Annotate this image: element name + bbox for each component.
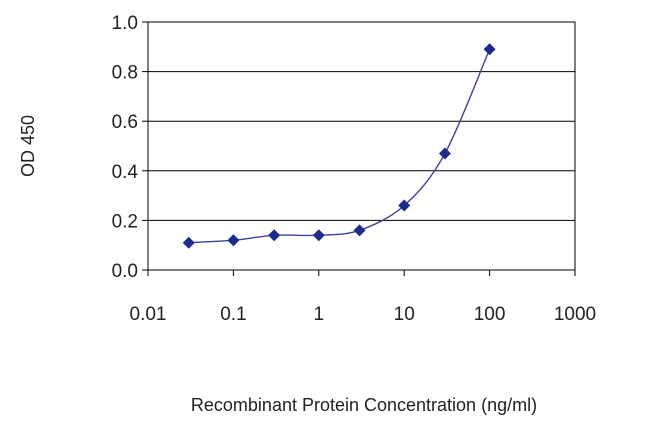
- grid-lines: [148, 71, 575, 221]
- plot-area: [147, 21, 576, 271]
- x-axis-ticks: 0.01 0.1 1 10 100 1000: [130, 270, 596, 325]
- y-tick-label: 0.6: [112, 112, 138, 133]
- x-axis-label: Recombinant Protein Concentration (ng/ml…: [191, 395, 537, 415]
- data-point-1: [227, 234, 240, 247]
- x-tick-label: 1000: [554, 304, 596, 325]
- y-tick-label: 0.8: [112, 63, 138, 84]
- x-tick-label: 10: [394, 304, 415, 325]
- data-points: [182, 43, 496, 249]
- y-tick-label: 0.2: [112, 211, 138, 232]
- data-point-4: [353, 224, 366, 237]
- y-axis-ticks: 0.0 0.2 0.4 0.6 0.8 1.0: [112, 13, 148, 282]
- y-axis-label: OD 450: [18, 115, 38, 177]
- data-point-2: [268, 229, 281, 242]
- data-point-6: [438, 147, 451, 160]
- y-tick-label: 1.0: [112, 13, 138, 34]
- data-point-7: [483, 43, 496, 56]
- series-line: [188, 49, 491, 244]
- x-tick-label: 0.01: [130, 304, 167, 325]
- x-tick-label: 100: [474, 304, 506, 325]
- y-tick-label: 0.0: [112, 261, 138, 282]
- x-tick-label: 1: [314, 304, 325, 325]
- x-tick-label: 0.1: [220, 304, 246, 325]
- data-point-5: [398, 199, 411, 212]
- y-tick-label: 0.4: [112, 162, 139, 183]
- data-point-3: [312, 229, 325, 242]
- data-point-0: [182, 236, 195, 249]
